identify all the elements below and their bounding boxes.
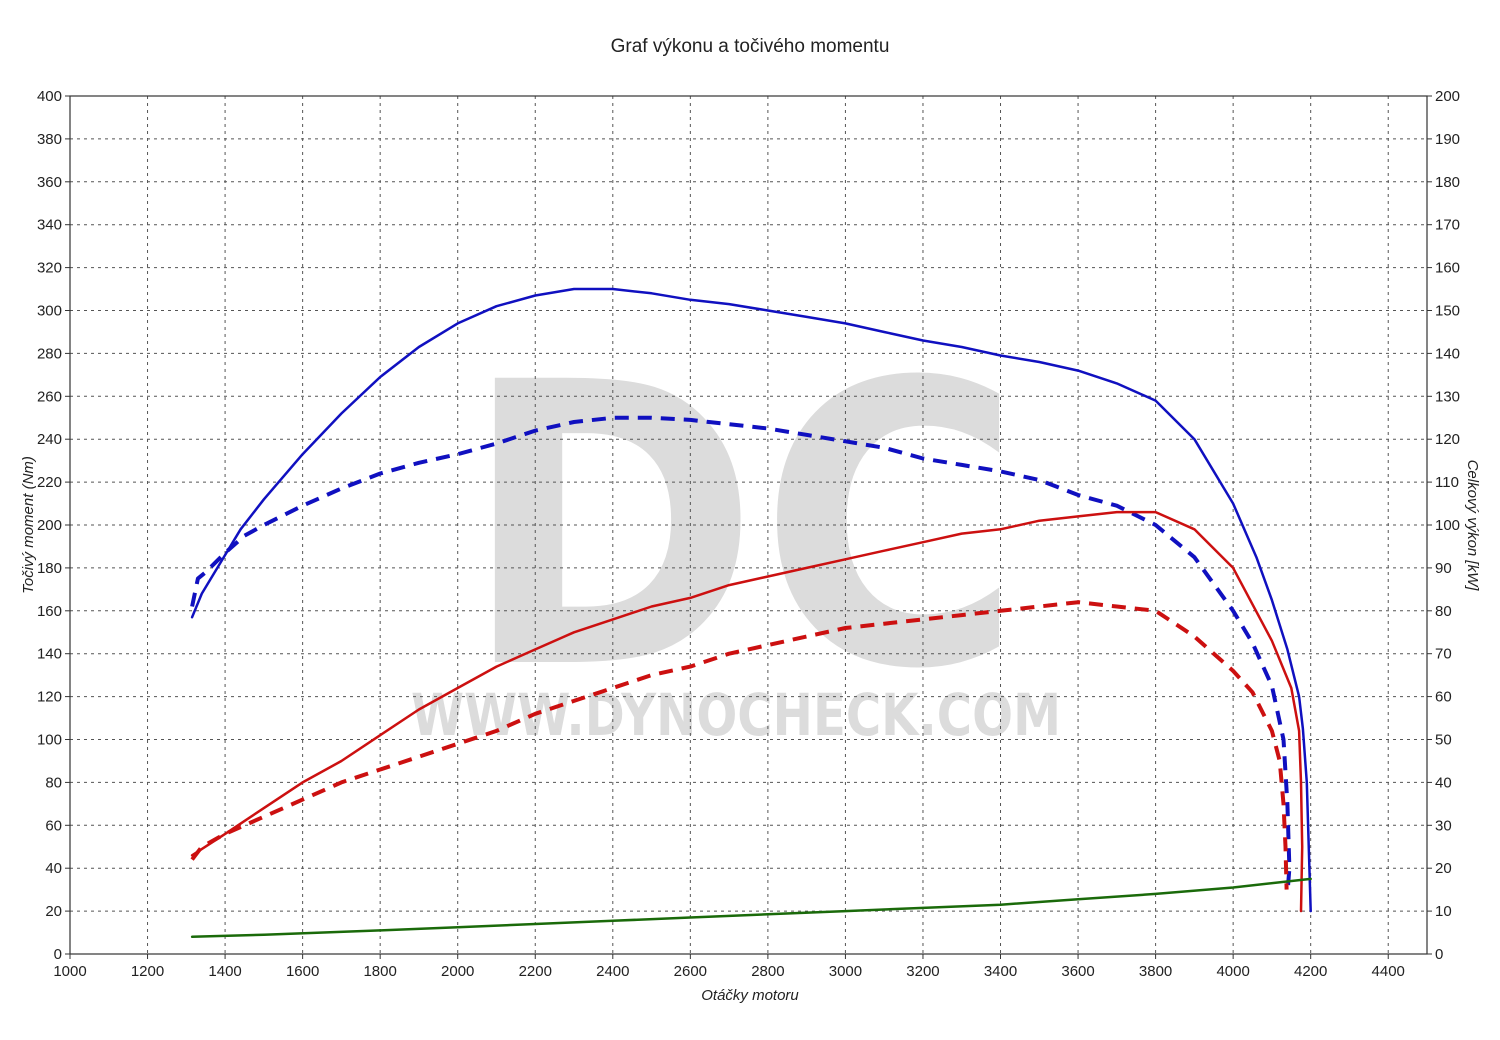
y-left-tick-label: 200	[37, 517, 62, 534]
power-curve-solid-2	[190, 510, 1304, 913]
y-right-tick-label: 60	[1435, 689, 1452, 706]
watermark-url: WWW.DYNOCHECK.COM	[411, 681, 1061, 749]
x-tick-label: 1200	[131, 963, 164, 980]
x-tick-label: 3400	[984, 963, 1017, 980]
y-right-tick-label: 0	[1435, 946, 1443, 963]
y-left-tick-label: 360	[37, 174, 62, 191]
y-left-tick-label: 100	[37, 732, 62, 749]
x-tick-label: 4000	[1216, 963, 1249, 980]
y-right-tick-label: 120	[1435, 431, 1460, 448]
y-left-tick-label: 60	[45, 817, 62, 834]
x-tick-label: 3000	[829, 963, 862, 980]
y-right-tick-label: 10	[1435, 903, 1452, 920]
y-left-tick-label: 80	[45, 774, 62, 791]
y-right-tick-label: 80	[1435, 603, 1452, 620]
y-left-tick-label: 280	[37, 345, 62, 362]
y-left-tick-label: 40	[45, 860, 62, 877]
y-axis-left-title: Točivý moment (Nm)	[20, 456, 37, 594]
torque-curve-solid-0	[190, 287, 1312, 913]
y-left-tick-label: 180	[37, 560, 62, 577]
x-tick-label: 3200	[906, 963, 939, 980]
y-left-tick-label: 300	[37, 303, 62, 320]
y-left-tick-label: 320	[37, 260, 62, 277]
y-right-tick-label: 20	[1435, 860, 1452, 877]
x-tick-label: 4200	[1294, 963, 1327, 980]
y-right-tick-label: 150	[1435, 303, 1460, 320]
x-tick-label: 1000	[53, 963, 86, 980]
x-tick-label: 3600	[1061, 963, 1094, 980]
x-tick-label: 3800	[1139, 963, 1172, 980]
y-right-tick-label: 160	[1435, 260, 1460, 277]
y-left-tick-label: 400	[37, 88, 62, 105]
y-right-tick-label: 90	[1435, 560, 1452, 577]
tick-labels: 1000 1200 1400 1600 1800 2000 2200 2400 2600 2800…	[37, 88, 1460, 980]
y-right-tick-label: 40	[1435, 774, 1452, 791]
x-tick-label: 4400	[1372, 963, 1405, 980]
x-tick-label: 2400	[596, 963, 629, 980]
y-left-tick-label: 240	[37, 431, 62, 448]
x-tick-label: 1600	[286, 963, 319, 980]
y-left-tick-label: 140	[37, 646, 62, 663]
y-right-tick-label: 140	[1435, 345, 1460, 362]
y-axis-right-title: Celkový výkon [kW]	[1464, 460, 1481, 592]
grid	[70, 96, 1427, 954]
x-tick-label: 1800	[363, 963, 396, 980]
y-left-tick-label: 120	[37, 689, 62, 706]
loss-curve-solid-4	[190, 877, 1312, 939]
y-right-tick-label: 200	[1435, 88, 1460, 105]
y-left-tick-label: 0	[54, 946, 62, 963]
y-right-tick-label: 190	[1435, 131, 1460, 148]
y-right-tick-label: 180	[1435, 174, 1460, 191]
x-tick-label: 2200	[519, 963, 552, 980]
x-tick-label: 2600	[674, 963, 707, 980]
y-left-tick-label: 160	[37, 603, 62, 620]
torque-curve-dashed-1	[190, 415, 1292, 895]
chart-title: Graf výkonu a točivého momentu	[611, 36, 890, 57]
power-curve-dashed-3	[190, 600, 1289, 890]
x-axis-title: Otáčky motoru	[701, 987, 799, 1004]
x-tick-label: 2800	[751, 963, 784, 980]
y-right-tick-label: 130	[1435, 388, 1460, 405]
y-left-tick-label: 220	[37, 474, 62, 491]
x-tick-label: 1400	[208, 963, 241, 980]
y-left-tick-label: 20	[45, 903, 62, 920]
y-left-tick-label: 260	[37, 388, 62, 405]
watermark-logo: DC	[462, 300, 1022, 754]
y-right-tick-label: 110	[1435, 474, 1459, 491]
y-right-tick-label: 100	[1435, 517, 1460, 534]
x-tick-label: 2000	[441, 963, 474, 980]
y-left-tick-label: 340	[37, 217, 62, 234]
y-left-tick-label: 380	[37, 131, 62, 148]
y-right-tick-label: 30	[1435, 817, 1452, 834]
y-right-tick-label: 170	[1435, 217, 1460, 234]
y-right-tick-label: 50	[1435, 732, 1452, 749]
series-layer	[190, 287, 1312, 939]
y-right-tick-label: 70	[1435, 646, 1452, 663]
